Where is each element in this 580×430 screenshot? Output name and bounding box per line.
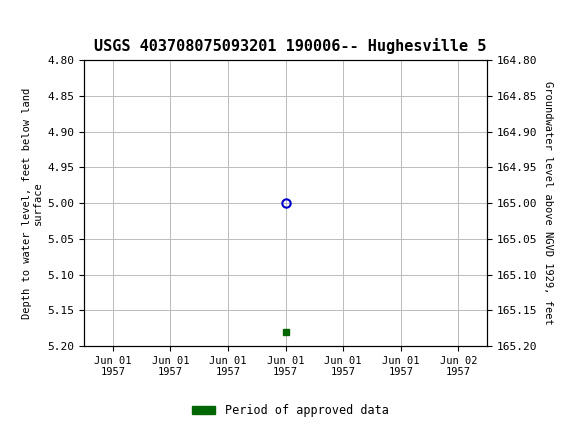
Text: USGS 403708075093201 190006-- Hughesville 5: USGS 403708075093201 190006-- Hughesvill… bbox=[94, 38, 486, 54]
Text: USGS: USGS bbox=[38, 11, 97, 30]
Y-axis label: Groundwater level above NGVD 1929, feet: Groundwater level above NGVD 1929, feet bbox=[543, 81, 553, 325]
Y-axis label: Depth to water level, feet below land
surface: Depth to water level, feet below land su… bbox=[21, 88, 44, 319]
Legend: Period of approved data: Period of approved data bbox=[187, 399, 393, 422]
